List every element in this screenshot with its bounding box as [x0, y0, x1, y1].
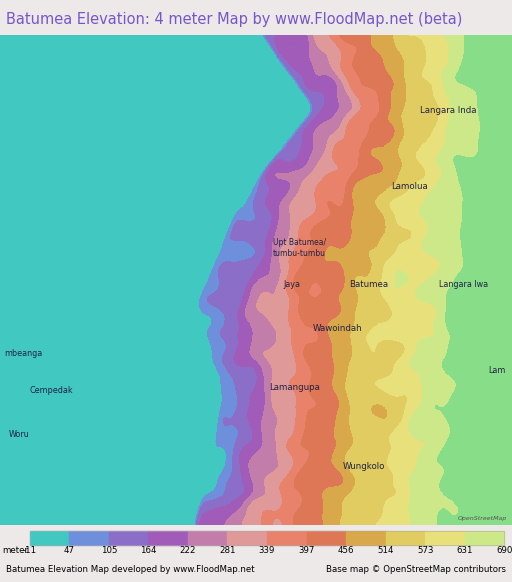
Text: Batumea Elevation Map developed by www.FloodMap.net: Batumea Elevation Map developed by www.F… [6, 565, 255, 574]
Text: 164: 164 [140, 546, 157, 555]
Text: Woru: Woru [9, 430, 30, 439]
Bar [227, 531, 267, 545]
Text: Lamolua: Lamolua [391, 182, 428, 191]
Bar [346, 531, 386, 545]
Bar [267, 531, 307, 545]
Text: Cempedak: Cempedak [29, 386, 73, 395]
Bar [465, 531, 504, 545]
Text: Langara Inda: Langara Inda [420, 107, 476, 115]
Text: 222: 222 [180, 546, 196, 555]
Text: 514: 514 [377, 546, 394, 555]
Bar [30, 531, 69, 545]
Text: Jaya: Jaya [283, 281, 301, 289]
Bar [148, 531, 188, 545]
Text: Wungkolo: Wungkolo [343, 462, 385, 471]
Bar [386, 531, 425, 545]
Text: 573: 573 [417, 546, 434, 555]
Text: Lam: Lam [488, 366, 505, 375]
Bar [188, 531, 227, 545]
Text: -11: -11 [23, 546, 37, 555]
Text: 339: 339 [259, 546, 275, 555]
Bar [69, 531, 109, 545]
Text: OpenStreetMap: OpenStreetMap [458, 516, 507, 521]
Text: Langara Iwa: Langara Iwa [439, 281, 488, 289]
Bar [425, 531, 465, 545]
Text: Base map © OpenStreetMap contributors: Base map © OpenStreetMap contributors [326, 565, 506, 574]
Text: 105: 105 [100, 546, 117, 555]
Text: 397: 397 [298, 546, 315, 555]
Bar [109, 531, 148, 545]
Text: 281: 281 [219, 546, 236, 555]
Text: Batumea: Batumea [349, 281, 388, 289]
Text: Wawoindah: Wawoindah [313, 324, 362, 333]
Text: 631: 631 [457, 546, 473, 555]
Text: mbeanga: mbeanga [4, 349, 42, 358]
Bar [30, 531, 504, 545]
Text: 456: 456 [338, 546, 354, 555]
Bar [307, 531, 346, 545]
Text: 47: 47 [64, 546, 75, 555]
Text: meter: meter [2, 546, 28, 555]
Text: Lamangupa: Lamangupa [269, 384, 320, 392]
Text: Batumea Elevation: 4 meter Map by www.FloodMap.net (beta): Batumea Elevation: 4 meter Map by www.Fl… [6, 12, 462, 27]
Text: 690: 690 [496, 546, 512, 555]
Text: Upt Batumea/
tumbu-tumbu: Upt Batumea/ tumbu-tumbu [273, 239, 326, 258]
